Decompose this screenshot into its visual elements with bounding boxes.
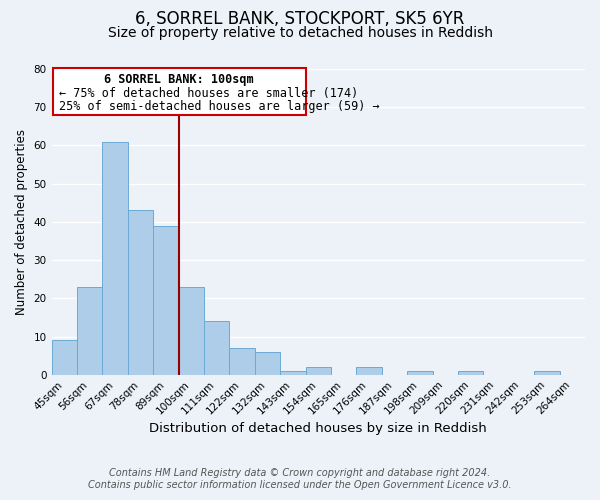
Bar [255,352,280,374]
Y-axis label: Number of detached properties: Number of detached properties [15,129,28,315]
Bar [458,371,484,374]
Text: 25% of semi-detached houses are larger (59) →: 25% of semi-detached houses are larger (… [59,100,380,112]
X-axis label: Distribution of detached houses by size in Reddish: Distribution of detached houses by size … [149,422,487,435]
Bar [356,367,382,374]
Bar [153,226,179,374]
Text: 6, SORREL BANK, STOCKPORT, SK5 6YR: 6, SORREL BANK, STOCKPORT, SK5 6YR [136,10,464,28]
Bar [179,287,204,374]
Text: Contains HM Land Registry data © Crown copyright and database right 2024.
Contai: Contains HM Land Registry data © Crown c… [88,468,512,490]
Text: Size of property relative to detached houses in Reddish: Size of property relative to detached ho… [107,26,493,40]
Bar [103,142,128,374]
Text: 6 SORREL BANK: 100sqm: 6 SORREL BANK: 100sqm [104,73,254,86]
Bar [204,321,229,374]
Bar [77,287,103,374]
Bar [52,340,77,374]
Bar [229,348,255,374]
Bar [407,371,433,374]
Bar [280,371,305,374]
Text: ← 75% of detached houses are smaller (174): ← 75% of detached houses are smaller (17… [59,86,358,100]
Bar [128,210,153,374]
Bar [534,371,560,374]
Bar [305,367,331,374]
FancyBboxPatch shape [53,68,305,115]
